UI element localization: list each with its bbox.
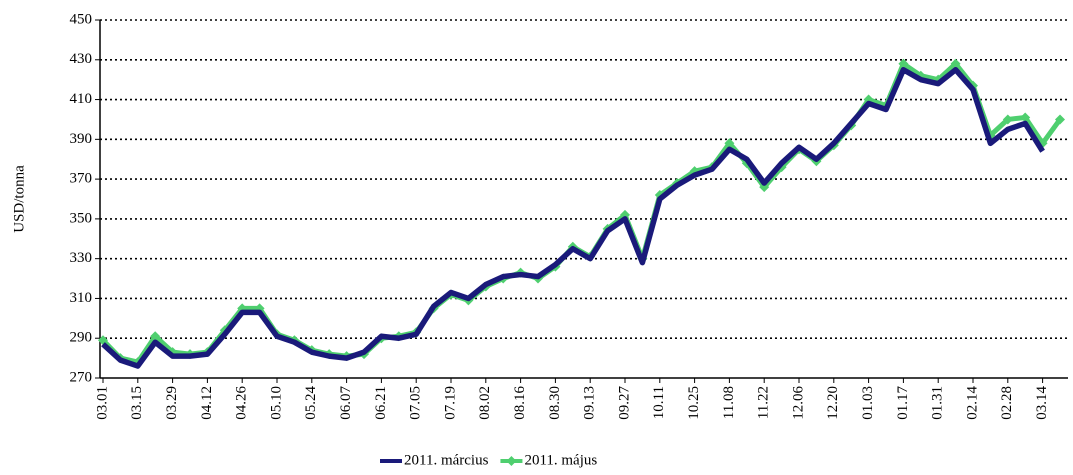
y-tick-label: 390 — [70, 131, 93, 147]
x-tick-label: 03.01 — [94, 386, 110, 420]
marker — [98, 335, 108, 346]
x-tick-label: 07.05 — [408, 386, 424, 420]
x-tick-label: 08.16 — [512, 386, 528, 420]
x-tick-label: 01.17 — [895, 386, 911, 420]
x-tick-label: 09.13 — [582, 386, 598, 420]
y-tick-label: 430 — [70, 51, 93, 67]
marker — [1020, 112, 1031, 123]
legend-label: 2011. május — [524, 452, 597, 468]
x-tick-label: 04.12 — [199, 386, 215, 420]
marker — [898, 58, 909, 69]
y-tick-label: 330 — [70, 250, 93, 266]
x-tick-label: 03.14 — [1034, 386, 1050, 420]
x-tick-label: 10.25 — [686, 386, 702, 420]
x-tick-label: 07.19 — [442, 386, 458, 420]
x-tick-label: 01.03 — [860, 386, 876, 420]
y-tick-label: 450 — [70, 11, 93, 27]
x-tick-label: 06.21 — [373, 386, 389, 420]
x-tick-label: 11.08 — [721, 386, 737, 419]
x-tick-label: 05.24 — [303, 386, 319, 420]
legend-label: 2011. március — [404, 452, 489, 468]
marker — [1055, 114, 1065, 125]
x-tick-label: 04.26 — [234, 386, 250, 420]
marker — [950, 58, 961, 69]
x-tick-label: 03.29 — [164, 386, 180, 420]
series-line — [101, 66, 1045, 369]
x-tick-label: 02.28 — [999, 386, 1015, 420]
y-tick-label: 290 — [70, 330, 93, 346]
y-tick-label: 410 — [70, 91, 93, 107]
x-tick-label: 09.27 — [616, 386, 632, 420]
x-tick-label: 12.20 — [825, 386, 841, 420]
x-tick-label: 10.11 — [651, 386, 667, 419]
x-tick-label: 02.14 — [964, 386, 980, 420]
x-tick-label: 05.10 — [268, 386, 284, 420]
y-tick-label: 310 — [70, 290, 93, 306]
marker — [1002, 114, 1013, 125]
x-tick-label: 06.07 — [338, 386, 354, 420]
x-tick-label: 08.02 — [477, 386, 493, 420]
x-tick-label: 03.15 — [129, 386, 145, 420]
legend-marker — [506, 456, 517, 466]
x-tick-label: 01.31 — [930, 386, 946, 420]
y-tick-label: 350 — [70, 210, 93, 226]
marker — [150, 331, 161, 342]
marker — [724, 138, 735, 149]
x-tick-label: 12.06 — [790, 386, 806, 420]
marker — [759, 182, 770, 193]
y-tick-label: 270 — [70, 369, 93, 385]
y-tick-label: 370 — [70, 171, 93, 187]
series-line — [101, 61, 1063, 365]
y-axis-label: USD/tonna — [11, 165, 27, 233]
x-tick-label: 08.30 — [547, 386, 563, 420]
x-tick-label: 11.22 — [756, 386, 772, 419]
